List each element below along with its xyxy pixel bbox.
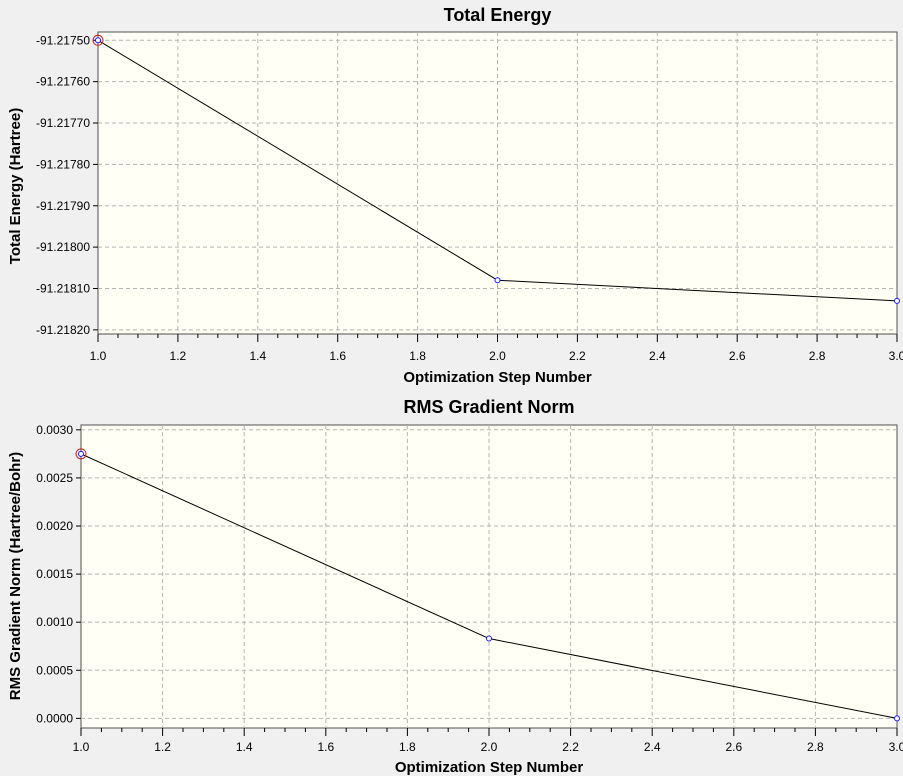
y-tick-label: 0.0015: [36, 567, 73, 581]
x-tick-label: 1.2: [154, 740, 171, 754]
x-tick-label: 1.8: [409, 349, 426, 363]
x-tick-label: 2.0: [489, 349, 506, 363]
x-axis-label: Optimization Step Number: [395, 759, 584, 776]
x-tick-label: 2.2: [562, 740, 579, 754]
y-tick-label: 0.0005: [36, 663, 73, 677]
x-tick-label: 1.4: [236, 740, 253, 754]
x-tick-label: 2.2: [569, 349, 586, 363]
x-tick-label: 3.0: [889, 349, 903, 363]
data-point[interactable]: [78, 450, 84, 457]
x-tick-label: 2.6: [725, 740, 742, 754]
y-tick-label: 0.0020: [36, 519, 73, 533]
x-tick-label: 1.4: [249, 349, 266, 363]
data-point[interactable]: [95, 37, 101, 44]
data-point[interactable]: [486, 635, 492, 642]
x-axis-label: Optimization Step Number: [403, 369, 592, 386]
x-tick-label: 2.6: [729, 349, 746, 363]
chart-title: Total Energy: [444, 5, 552, 25]
x-tick-label: 1.0: [90, 349, 107, 363]
y-tick-label: -91.21800: [36, 240, 90, 254]
y-tick-label: -91.21820: [36, 323, 90, 337]
x-tick-label: 1.2: [170, 349, 187, 363]
data-point[interactable]: [894, 715, 900, 722]
y-tick-label: 0.0030: [36, 423, 73, 437]
x-tick-label: 3.0: [889, 740, 903, 754]
y-tick-label: 0.0000: [36, 711, 73, 725]
x-tick-label: 2.0: [481, 740, 498, 754]
data-point[interactable]: [494, 277, 501, 284]
y-tick-label: -91.21790: [36, 199, 90, 213]
x-tick-label: 2.8: [807, 740, 824, 754]
x-tick-label: 1.8: [399, 740, 416, 754]
y-tick-label: -91.21770: [36, 116, 90, 130]
x-tick-label: 2.4: [649, 349, 666, 363]
total-energy-chart: 1.0 1.2 1.4 1.6 1.8 2.0 2.2 2.4 2.6 2.8 3.0 -91.217…: [7, 5, 903, 386]
y-tick-label: -91.21750: [36, 33, 90, 47]
chart-title: RMS Gradient Norm: [403, 397, 574, 417]
y-tick-label: -91.21810: [36, 281, 90, 295]
x-tick-label: 1.6: [329, 349, 346, 363]
x-tick-label: 2.4: [644, 740, 661, 754]
data-point[interactable]: [894, 297, 900, 304]
rms-gradient-chart: 1.0 1.2 1.4 1.6 1.8 2.0 2.2 2.4 2.6 2.8 3.0 0.0030 0…: [7, 397, 903, 776]
selected-point-ring: [75, 448, 87, 460]
y-tick-label: 0.0010: [36, 615, 73, 629]
y-tick-label: -91.21780: [36, 157, 90, 171]
y-tick-label: 0.0025: [36, 471, 73, 485]
y-tick-label: -91.21760: [36, 75, 90, 89]
x-tick-label: 2.8: [809, 349, 826, 363]
selected-point-ring: [92, 34, 104, 46]
x-tick-label: 1.0: [73, 740, 90, 754]
y-axis-label: Total Energy (Hartree): [7, 108, 24, 264]
x-tick-label: 1.6: [317, 740, 334, 754]
y-axis-label: RMS Gradient Norm (Hartree/Bohr): [7, 452, 24, 700]
